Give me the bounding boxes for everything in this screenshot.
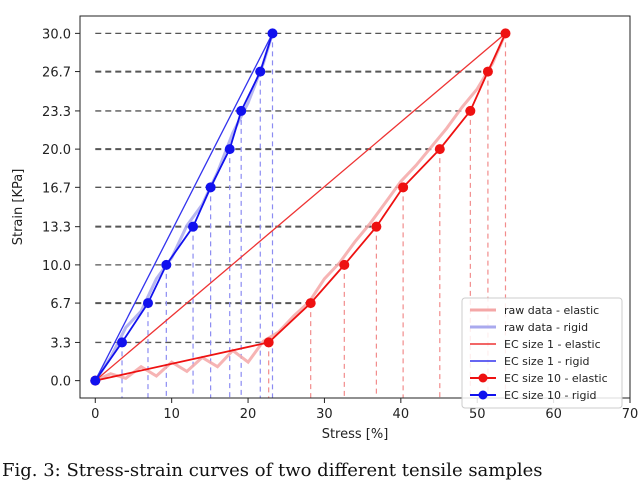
y-tick-label: 30.0: [42, 27, 71, 42]
stress-strain-chart: 0 10 20 30 40 50 60 70 0.0 3.3 6.7 10.0 13.3 16.7 20.0…: [11, 15, 639, 442]
y-tick-label: 26.7: [42, 66, 71, 81]
data-point: [255, 66, 266, 77]
legend-marker: [478, 373, 488, 383]
y-tick-label: 16.7: [42, 181, 71, 196]
data-point: [90, 375, 101, 386]
x-tick-label: 60: [545, 407, 562, 422]
legend-label: raw data - rigid: [504, 321, 588, 334]
x-tick-label: 10: [163, 407, 180, 422]
x-tick-label: 70: [622, 407, 639, 422]
data-point: [465, 105, 476, 116]
x-tick-label: 50: [469, 407, 486, 422]
data-point: [482, 66, 493, 77]
x-tick-label: 40: [393, 407, 410, 422]
axes-frame: [79, 15, 631, 399]
data-point: [398, 182, 409, 193]
legend-label: EC size 10 - elastic: [504, 372, 608, 385]
figure-caption: Fig. 3: Stress-strain curves of two diff…: [2, 460, 543, 481]
y-axis-label: Strain [KPa]: [11, 169, 26, 246]
data-point: [205, 182, 216, 193]
legend-label: raw data - elastic: [504, 304, 599, 317]
data-point: [267, 28, 278, 39]
legend-box: [461, 297, 623, 409]
y-tick-label: 3.3: [50, 336, 71, 351]
data-point: [371, 221, 382, 232]
data-point: [263, 337, 274, 348]
legend-label: EC size 1 - elastic: [504, 338, 601, 351]
data-point: [500, 28, 511, 39]
data-point: [142, 298, 153, 309]
x-tick-label: 30: [316, 407, 333, 422]
data-point: [305, 298, 316, 309]
ec1-series-line: [94, 32, 506, 382]
data-point: [117, 337, 128, 348]
y-tick-label: 0.0: [50, 375, 71, 390]
axes: 0 10 20 30 40 50 60 70 0.0 3.3 6.7 10.0 13.3 16.7 20.0…: [11, 15, 639, 442]
legend-label: EC size 10 - rigid: [504, 389, 597, 402]
y-tick-label: 20.0: [42, 143, 71, 158]
y-tick-label: 10.0: [42, 259, 71, 274]
y-tick-label: 6.7: [50, 297, 71, 312]
data-point: [224, 144, 235, 155]
ec10-series-line: [95, 33, 507, 382]
legend-label: EC size 1 - rigid: [504, 355, 590, 368]
ec1-series-line: [94, 33, 274, 381]
y-tick-label: 13.3: [42, 221, 71, 236]
x-tick-label: 20: [240, 407, 257, 422]
data-point: [339, 259, 350, 270]
data-point: [236, 105, 247, 116]
x-axis-label: Stress [%]: [322, 427, 389, 442]
data-point: [161, 259, 172, 270]
legend: raw data - elastic raw data - rigid EC siz…: [461, 297, 623, 409]
data-point: [188, 221, 199, 232]
x-tick-label: 0: [91, 407, 99, 422]
ec10-series-line: [94, 33, 274, 382]
data-point: [434, 144, 445, 155]
legend-marker: [478, 390, 488, 400]
raw-series-line: [94, 32, 507, 382]
plot-area: [90, 28, 511, 398]
raw-series-line: [94, 32, 274, 382]
y-tick-label: 23.3: [42, 105, 71, 120]
